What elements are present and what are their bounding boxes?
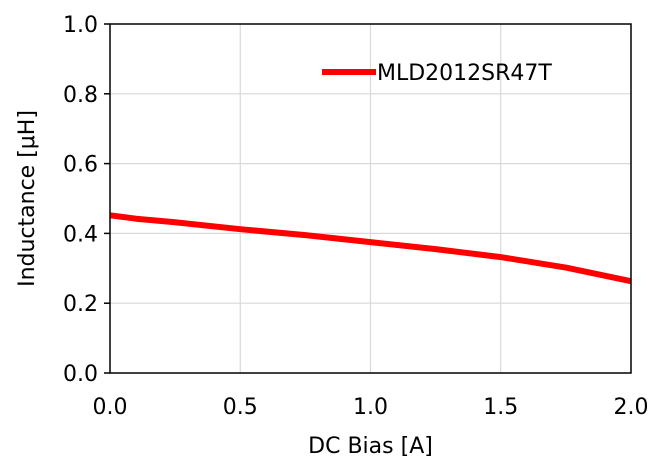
y-tick-label: 0.0 — [63, 362, 98, 387]
y-tick-label: 0.2 — [63, 292, 98, 317]
y-axis-label: Inductance [μH] — [15, 110, 40, 287]
series-line-0 — [109, 212, 632, 285]
plot-area-frame — [109, 23, 632, 374]
legend-label: MLD2012SR47T — [377, 61, 552, 86]
x-tick-label: 0.5 — [223, 395, 258, 420]
x-tick-label: 0.0 — [93, 395, 128, 420]
x-tick-label: 2.0 — [614, 395, 649, 420]
x-axis-label: DC Bias [A] — [308, 434, 433, 459]
series-layer — [109, 212, 632, 285]
x-tick-label: 1.5 — [483, 395, 518, 420]
y-tick-label: 0.8 — [63, 83, 98, 108]
y-tick-label: 0.6 — [63, 153, 98, 178]
x-tick-label: 1.0 — [353, 395, 388, 420]
legend: MLD2012SR47T — [322, 61, 552, 86]
ticks-layer: 0.0 0.5 1.0 1.5 2.0 0.0 0.2 0.4 0.6 0.8 1.0 — [63, 13, 649, 420]
grid-layer — [110, 24, 631, 373]
y-tick-label: 1.0 — [63, 13, 98, 38]
y-tick-label: 0.4 — [63, 222, 98, 247]
